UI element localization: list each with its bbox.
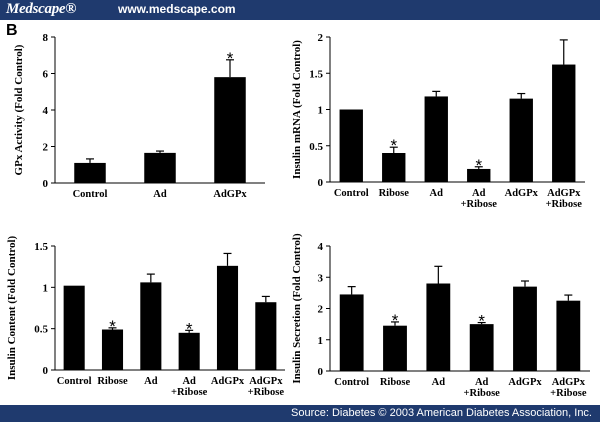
- panel-label: B: [6, 22, 18, 39]
- top-banner: Medscape® www.medscape.com: [0, 0, 600, 20]
- figure-canvas: 0 2 4 6 8 GPx Activity (Fold Control) Control A…: [6, 32, 590, 399]
- bar: [424, 96, 448, 182]
- bar: [339, 294, 364, 371]
- category-label: Control: [73, 189, 108, 200]
- bar: [552, 64, 576, 182]
- y-axis-title: Insulin mRNA (Fold Control): [291, 40, 303, 179]
- bar: [216, 265, 239, 370]
- significance-star: *: [390, 136, 397, 155]
- y-tick-label: 0: [43, 365, 49, 377]
- y-tick-label: 1.5: [34, 241, 48, 253]
- category-label: Ad: [472, 188, 486, 199]
- site-url: www.medscape.com: [118, 2, 236, 16]
- bar: [339, 109, 363, 182]
- medscape-logo: Medscape®: [6, 1, 77, 17]
- chart-panel-4: 0 1 2 3 4 Insulin Secretion (Fold Control) Con…: [291, 233, 590, 399]
- category-label: Ribose: [379, 188, 410, 199]
- y-tick-label: 2: [318, 304, 324, 316]
- significance-star: *: [186, 319, 193, 338]
- bar: [255, 302, 277, 370]
- y-tick-label: 0: [318, 366, 324, 378]
- category-label: AdGPx: [505, 188, 539, 199]
- category-label: Ad: [475, 377, 489, 388]
- y-tick-label: 4: [43, 105, 49, 117]
- bar: [101, 329, 124, 370]
- y-tick-label: 4: [318, 241, 324, 253]
- bar: [467, 168, 491, 182]
- bar: [469, 324, 494, 371]
- y-tick-label: 0.5: [309, 141, 323, 153]
- y-tick-label: 1: [318, 335, 324, 347]
- y-tick-label: 2: [318, 32, 324, 44]
- category-label: AdGPx: [508, 377, 542, 388]
- bar: [140, 282, 162, 370]
- bar: [178, 332, 200, 370]
- y-tick-label: 1.5: [309, 68, 323, 80]
- significance-star: *: [475, 156, 482, 175]
- y-tick-label: 1: [43, 282, 49, 294]
- category-label: AdGPx: [211, 376, 245, 387]
- source-citation: Source: Diabetes © 2003 American Diabete…: [291, 407, 592, 419]
- category-label: Control: [334, 377, 369, 388]
- y-tick-label: 0: [43, 178, 49, 190]
- bar: [513, 286, 537, 371]
- category-label: +Ribose: [171, 387, 208, 398]
- footer-banner: Source: Diabetes © 2003 American Diabete…: [0, 405, 600, 422]
- bar: [214, 77, 246, 183]
- bar: [509, 98, 533, 182]
- category-label: +Ribose: [461, 199, 498, 210]
- category-label: Ad: [144, 376, 158, 387]
- category-label: Ad: [430, 188, 444, 199]
- category-label: AdGPx: [249, 376, 283, 387]
- category-label: AdGPx: [552, 377, 586, 388]
- category-label: AdGPx: [213, 189, 247, 200]
- significance-star: *: [109, 317, 116, 336]
- category-label: Ribose: [97, 376, 128, 387]
- category-label: Ad: [432, 377, 446, 388]
- category-label: Ad: [182, 376, 196, 387]
- bar: [556, 300, 581, 371]
- category-label: +Ribose: [248, 387, 285, 398]
- bar: [382, 153, 406, 182]
- y-tick-label: 3: [318, 272, 324, 284]
- y-tick-label: 8: [43, 32, 49, 44]
- bar: [74, 162, 106, 183]
- y-axis-title: Insulin Secretion (Fold Control): [291, 233, 303, 384]
- chart-panel-1: 0 2 4 6 8 GPx Activity (Fold Control) Control A…: [13, 32, 265, 200]
- y-axis-title: Insulin Content (Fold Control): [6, 235, 18, 380]
- chart-panel-3: 0 0.5 1 1.5 Insulin Content (Fold Control) Co…: [6, 235, 285, 398]
- significance-star: *: [478, 312, 485, 331]
- y-tick-label: 1: [318, 105, 324, 117]
- bar: [63, 285, 85, 370]
- category-label: Ad: [153, 189, 167, 200]
- chart-panel-2: 0 0.5 1 1.5 2 Insulin mRNA (Fold Control) Cont…: [291, 32, 585, 210]
- category-label: Control: [57, 376, 92, 387]
- significance-star: *: [392, 311, 399, 330]
- y-tick-label: 6: [43, 69, 49, 81]
- category-label: +Ribose: [550, 388, 587, 399]
- y-tick-label: 2: [43, 142, 49, 154]
- category-label: Ribose: [380, 377, 411, 388]
- category-label: AdGPx: [547, 188, 581, 199]
- significance-star: *: [227, 49, 234, 68]
- y-tick-label: 0.5: [34, 324, 48, 336]
- y-tick-label: 0: [318, 177, 324, 189]
- y-axis-title: GPx Activity (Fold Control): [13, 44, 25, 175]
- category-label: +Ribose: [546, 199, 583, 210]
- bar: [383, 325, 407, 371]
- bar: [144, 152, 176, 183]
- category-label: +Ribose: [464, 388, 501, 399]
- category-label: Control: [334, 188, 369, 199]
- bar: [426, 283, 451, 371]
